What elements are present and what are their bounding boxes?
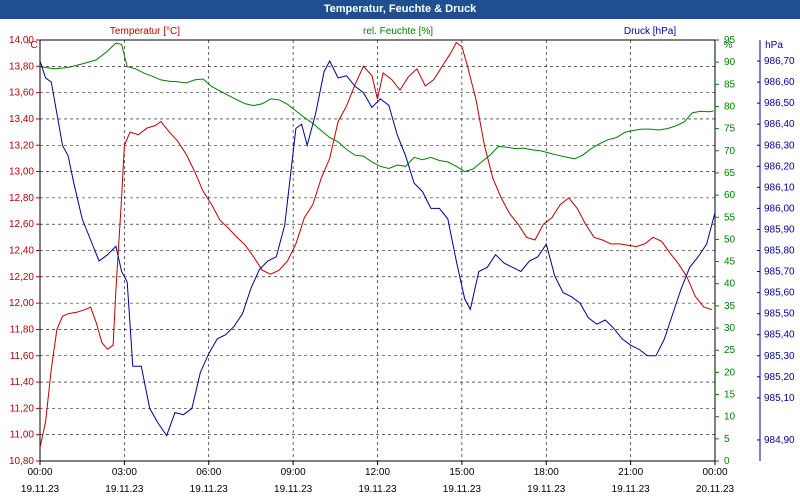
- humidity-tick-label: 15: [724, 390, 736, 401]
- temperature-tick-label: 13,00: [9, 167, 34, 178]
- time-tick-label: 12:00: [365, 467, 390, 478]
- humidity-tick-label: 95: [724, 35, 736, 46]
- date-tick-label: 19.11.23: [527, 484, 566, 495]
- temperature-tick-label: 11,00: [10, 430, 35, 441]
- humidity-tick-label: 0: [724, 456, 730, 467]
- pressure-tick-label: 985,90: [764, 224, 795, 235]
- humidity-tick-label: 75: [724, 124, 736, 135]
- chart-title: Temperatur, Feuchte & Druck: [323, 3, 477, 15]
- humidity-tick-label: 65: [724, 168, 736, 179]
- pressure-tick-label: 986,10: [764, 182, 795, 193]
- temperature-axis-unit: °C: [26, 40, 37, 51]
- pressure-tick-label: 985,10: [764, 393, 795, 404]
- legend-pressure: Druck [hPa]: [624, 26, 676, 37]
- pressure-tick-label: 985,40: [764, 330, 795, 341]
- date-tick-label: 20.11.23: [696, 484, 735, 495]
- pressure-tick-label: 986,20: [764, 161, 795, 172]
- series-line-temperature: [39, 41, 713, 448]
- humidity-tick-label: 90: [724, 57, 736, 68]
- date-tick-label: 19.11.23: [21, 484, 60, 495]
- temperature-tick-label: 11,60: [10, 351, 35, 362]
- temperature-tick-label: 14,00: [9, 35, 34, 46]
- pressure-tick-label: 986,30: [764, 140, 795, 151]
- legend-humidity: rel. Feuchte [%]: [363, 26, 433, 37]
- pressure-tick-label: 986,40: [764, 119, 795, 130]
- humidity-tick-label: 40: [724, 279, 736, 290]
- time-tick-label: 03:00: [112, 467, 137, 478]
- date-tick-label: 19.11.23: [190, 484, 229, 495]
- temperature-tick-label: 11,80: [10, 324, 35, 335]
- humidity-tick-label: 60: [724, 190, 736, 201]
- humidity-tick-label: 10: [724, 412, 736, 423]
- date-tick-label: 19.11.23: [358, 484, 397, 495]
- pressure-axis-unit: hPa: [765, 40, 783, 51]
- humidity-tick-label: 20: [724, 367, 736, 378]
- series-line-pressure: [39, 59, 716, 437]
- pressure-tick-label: 986,70: [764, 56, 795, 67]
- time-tick-label: 21:00: [618, 467, 643, 478]
- temperature-tick-label: 13,20: [9, 140, 34, 151]
- time-tick-label: 15:00: [449, 467, 474, 478]
- temperature-tick-label: 12,20: [9, 272, 34, 283]
- time-tick-label: 00:00: [702, 467, 727, 478]
- temperature-tick-label: 10,80: [9, 456, 34, 467]
- pressure-tick-label: 985,80: [764, 246, 795, 257]
- time-axis: 00:00 19.11.23 03:00 19.11.23 06:00 19.11.23 0…: [21, 461, 735, 495]
- header-labels: Temperatur [°C] rel. Feuchte [%] Druck […: [26, 26, 783, 51]
- chart-title-bar: Temperatur, Feuchte & Druck: [0, 0, 800, 19]
- pressure-tick-label: 985,60: [764, 288, 795, 299]
- date-tick-label: 19.11.23: [274, 484, 313, 495]
- pressure-tick-label: 986,00: [764, 203, 795, 214]
- temperature-tick-label: 11,20: [10, 403, 35, 414]
- humidity-tick-label: 70: [724, 146, 736, 157]
- pressure-tick-label: 985,70: [764, 267, 795, 278]
- temperature-tick-label: 11,40: [10, 377, 35, 388]
- time-tick-label: 06:00: [196, 467, 221, 478]
- humidity-tick-label: 45: [724, 257, 736, 268]
- pressure-axis: 984,90 985,10 985,20 985,30 985,40 985,50 985,…: [757, 40, 795, 461]
- grid: [39, 39, 716, 462]
- time-tick-label: 00:00: [27, 467, 52, 478]
- pressure-tick-label: 985,20: [764, 372, 795, 383]
- humidity-tick-label: 25: [724, 345, 736, 356]
- series-layer: [39, 41, 716, 448]
- time-tick-label: 09:00: [281, 467, 306, 478]
- series-line-humidity: [39, 42, 714, 173]
- humidity-tick-label: 5: [724, 434, 730, 445]
- date-tick-label: 19.11.23: [612, 484, 651, 495]
- date-tick-label: 19.11.23: [443, 484, 482, 495]
- humidity-axis-unit: %: [724, 40, 733, 51]
- pressure-tick-label: 985,30: [764, 351, 795, 362]
- time-tick-label: 18:00: [534, 467, 559, 478]
- humidity-tick-label: 55: [724, 212, 736, 223]
- temperature-tick-label: 13,40: [9, 114, 34, 125]
- temperature-tick-label: 12,60: [9, 219, 34, 230]
- date-tick-label: 19.11.23: [105, 484, 144, 495]
- temperature-axis: 10,80 11,00 11,20 11,40 11,60 11,80 12,00 12,20…: [9, 35, 40, 467]
- humidity-tick-label: 35: [724, 301, 736, 312]
- humidity-tick-label: 85: [724, 79, 736, 90]
- chart-area: Temperatur [°C] rel. Feuchte [%] Druck […: [9, 26, 795, 495]
- temperature-tick-label: 13,80: [9, 61, 34, 72]
- pressure-tick-label: 986,60: [764, 77, 795, 88]
- pressure-tick-label: 986,50: [764, 98, 795, 109]
- humidity-tick-label: 80: [724, 101, 736, 112]
- humidity-axis: 0 5 10 15 20 25 30 35 40 45 50 55 60 65 70 75 80 85 90 95: [715, 35, 736, 467]
- temperature-tick-label: 12,00: [9, 298, 34, 309]
- humidity-tick-label: 50: [724, 234, 736, 245]
- temperature-tick-label: 12,80: [9, 193, 34, 204]
- pressure-tick-label: 984,90: [764, 435, 795, 446]
- temperature-tick-label: 13,60: [9, 88, 34, 99]
- humidity-tick-label: 30: [724, 323, 736, 334]
- temperature-tick-label: 12,40: [9, 246, 34, 257]
- pressure-tick-label: 985,50: [764, 309, 795, 320]
- legend-temperature: Temperatur [°C]: [110, 26, 180, 37]
